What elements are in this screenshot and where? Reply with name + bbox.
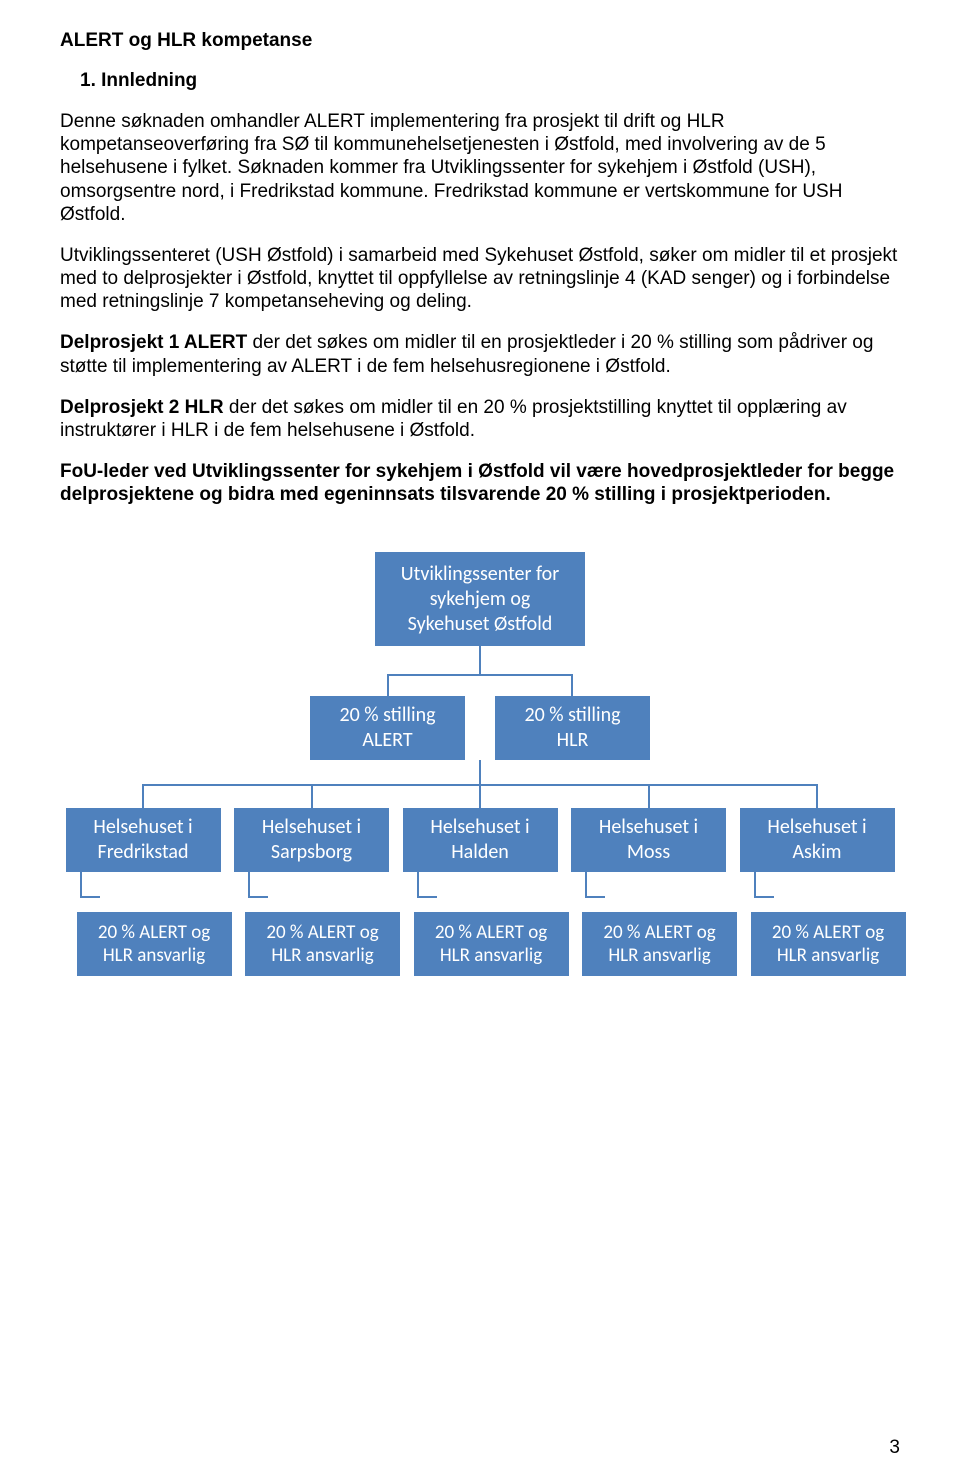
- org-node-line: 20 % stilling: [318, 703, 457, 728]
- org-connector-drop: [816, 784, 818, 808]
- document-title: ALERT og HLR kompetanse: [60, 30, 900, 52]
- paragraph-5: FoU-leder ved Utviklingssenter for sykeh…: [60, 460, 900, 506]
- org-connector-elbow-v: [585, 872, 587, 898]
- paragraph-4: Delprosjekt 2 HLR der det søkes om midle…: [60, 396, 900, 442]
- org-connector-elbow: [234, 872, 389, 912]
- org-node-ansvarlig: 20 % ALERT og HLR ansvarlig: [751, 912, 906, 976]
- org-connector-elbow-h: [754, 896, 774, 898]
- org-node-line: 20 % ALERT og: [759, 921, 898, 945]
- org-chart: Utviklingssenter for sykehjem og Sykehus…: [60, 552, 900, 976]
- org-node-line: 20 % ALERT og: [590, 921, 729, 945]
- org-connector-elbow-h: [80, 896, 100, 898]
- org-col: Helsehuset i Askim 20 % ALERT og HLR ans…: [734, 808, 900, 976]
- org-connector-elbow: [66, 872, 221, 912]
- org-connector-drop: [648, 784, 650, 808]
- org-col: Helsehuset i Sarpsborg 20 % ALERT og HLR…: [229, 808, 395, 976]
- org-node-helsehus-halden: Helsehuset i Halden: [403, 808, 558, 872]
- org-node-line: Fredrikstad: [74, 840, 213, 865]
- org-connector-elbow: [403, 872, 558, 912]
- org-node-line: HLR ansvarlig: [253, 944, 392, 968]
- org-node-helsehus-sarpsborg: Helsehuset i Sarpsborg: [234, 808, 389, 872]
- org-node-alert: 20 % stilling ALERT: [310, 696, 465, 760]
- org-connector-elbow-h: [585, 896, 605, 898]
- org-connector-elbow-v: [80, 872, 82, 898]
- org-node-line: Askim: [748, 840, 887, 865]
- org-connector-drop: [311, 784, 313, 808]
- org-connector-elbow-v: [417, 872, 419, 898]
- org-node-ansvarlig: 20 % ALERT og HLR ansvarlig: [77, 912, 232, 976]
- org-node-root: Utviklingssenter for sykehjem og Sykehus…: [375, 552, 585, 646]
- paragraph-3: Delprosjekt 1 ALERT der det søkes om mid…: [60, 331, 900, 377]
- org-connector-elbow-v: [248, 872, 250, 898]
- org-connector-hbar: [387, 674, 573, 676]
- org-level-1: Utviklingssenter for sykehjem og Sykehus…: [60, 552, 900, 646]
- org-connector-rail3-wrap: [60, 784, 900, 808]
- paragraph-2: Utviklingssenteret (USH Østfold) i samar…: [60, 244, 900, 314]
- org-connector-drop: [142, 784, 144, 808]
- org-connector-elbow: [740, 872, 895, 912]
- org-node-line: Sarpsborg: [242, 840, 381, 865]
- paragraph-4-bold: Delprosjekt 2 HLR: [60, 397, 224, 418]
- org-node-line: 20 % stilling: [503, 703, 642, 728]
- page: ALERT og HLR kompetanse 1. Innledning De…: [0, 0, 960, 1475]
- org-node-line: Helsehuset i: [242, 815, 381, 840]
- org-connector-elbow-h: [417, 896, 437, 898]
- org-node-line: Helsehuset i: [748, 815, 887, 840]
- org-level-3: Helsehuset i Fredrikstad 20 % ALERT og H…: [60, 808, 900, 976]
- org-node-line: Helsehuset i: [411, 815, 550, 840]
- section-heading: 1. Innledning: [80, 70, 900, 92]
- org-node-line: 20 % ALERT og: [422, 921, 561, 945]
- org-node-root-line3: Sykehuset Østfold: [383, 612, 577, 637]
- org-node-line: HLR ansvarlig: [422, 944, 561, 968]
- org-node-line: HLR ansvarlig: [85, 944, 224, 968]
- org-node-line: Helsehuset i: [579, 815, 718, 840]
- org-node-line: Helsehuset i: [74, 815, 213, 840]
- org-node-root-line2: sykehjem og: [383, 587, 577, 612]
- org-node-ansvarlig: 20 % ALERT og HLR ansvarlig: [582, 912, 737, 976]
- page-number: 3: [889, 1437, 900, 1459]
- org-connector-v1: [479, 646, 481, 674]
- org-node-line: Halden: [411, 840, 550, 865]
- org-connector-drops3: [142, 784, 818, 808]
- org-connector-elbow-v: [754, 872, 756, 898]
- org-node-line: 20 % ALERT og: [253, 921, 392, 945]
- org-connector-t-lvl2: [310, 674, 650, 696]
- paragraph-3-bold: Delprosjekt 1 ALERT: [60, 332, 247, 353]
- org-connector-elbow-h: [248, 896, 268, 898]
- org-node-helsehus-askim: Helsehuset i Askim: [740, 808, 895, 872]
- org-node-line: HLR ansvarlig: [759, 944, 898, 968]
- org-node-helsehus-moss: Helsehuset i Moss: [571, 808, 726, 872]
- org-node-ansvarlig: 20 % ALERT og HLR ansvarlig: [414, 912, 569, 976]
- org-node-helsehus-fredrikstad: Helsehuset i Fredrikstad: [66, 808, 221, 872]
- org-col: Helsehuset i Halden 20 % ALERT og HLR an…: [397, 808, 563, 976]
- org-connector-elbow: [571, 872, 726, 912]
- org-connector-drop: [387, 674, 389, 696]
- org-node-line: HLR ansvarlig: [590, 944, 729, 968]
- org-node-line: ALERT: [318, 728, 457, 753]
- org-node-ansvarlig: 20 % ALERT og HLR ansvarlig: [245, 912, 400, 976]
- org-node-line: HLR: [503, 728, 642, 753]
- org-connector-drop: [571, 674, 573, 696]
- org-col: Helsehuset i Moss 20 % ALERT og HLR ansv…: [566, 808, 732, 976]
- paragraph-1: Denne søknaden omhandler ALERT implement…: [60, 110, 900, 226]
- org-node-line: 20 % ALERT og: [85, 921, 224, 945]
- org-connector-drop: [479, 784, 481, 808]
- org-node-root-line1: Utviklingssenter for: [383, 562, 577, 587]
- org-level-2: 20 % stilling ALERT 20 % stilling HLR: [60, 696, 900, 760]
- org-connector-v2: [479, 760, 481, 784]
- org-node-line: Moss: [579, 840, 718, 865]
- org-node-hlr: 20 % stilling HLR: [495, 696, 650, 760]
- org-col: Helsehuset i Fredrikstad 20 % ALERT og H…: [60, 808, 226, 976]
